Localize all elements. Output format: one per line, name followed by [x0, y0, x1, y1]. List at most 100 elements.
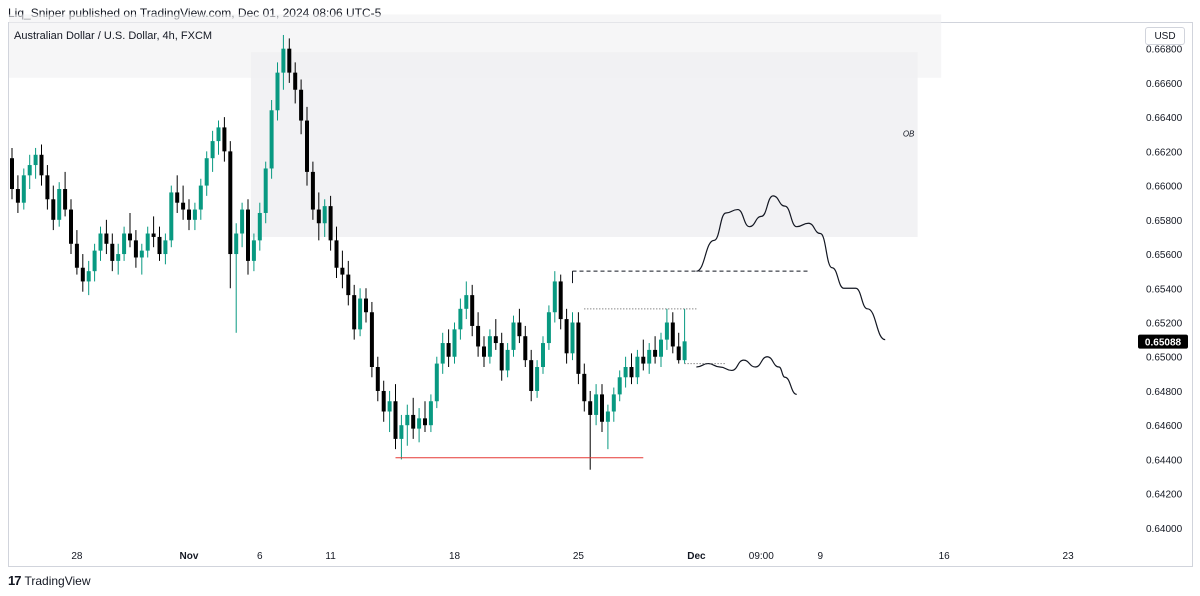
candle-body	[346, 274, 351, 296]
candle-body	[499, 343, 504, 371]
candle-body	[482, 346, 486, 357]
candle-body	[605, 411, 610, 422]
candle-body	[564, 319, 569, 354]
supply-zone	[9, 14, 942, 78]
candle-body	[600, 394, 604, 422]
candle-body	[470, 295, 475, 326]
candle-body	[464, 295, 469, 309]
candle-body	[228, 151, 233, 255]
candle-body	[529, 360, 534, 391]
tradingview-logo-icon: 17	[8, 573, 22, 588]
candle-body	[169, 192, 174, 241]
candle-body	[86, 271, 91, 282]
candle-body	[611, 394, 616, 412]
candle-body	[299, 89, 304, 121]
candle-body	[629, 367, 634, 378]
x-tick-label: 25	[573, 551, 585, 562]
candle-body	[234, 233, 239, 255]
candle-body	[51, 199, 56, 220]
candle-body	[116, 254, 121, 261]
order-block-zone	[250, 52, 918, 237]
currency-button[interactable]: USD	[1145, 27, 1185, 45]
candle-body	[334, 240, 339, 268]
candle-body	[322, 206, 327, 224]
candle-body	[281, 48, 286, 73]
candle-body	[446, 343, 451, 357]
candle-body	[39, 154, 44, 176]
candle-body	[546, 312, 551, 344]
candle-body	[641, 356, 646, 364]
candle-body	[558, 281, 563, 320]
candle-body	[570, 322, 575, 354]
candle-body	[204, 158, 209, 186]
candle-body	[192, 209, 197, 220]
candle-body	[423, 418, 427, 426]
candle-body	[163, 240, 168, 255]
candle-body	[222, 127, 227, 152]
y-tick-label: 0.66400	[1146, 113, 1183, 124]
last-price-label: 0.65088	[1145, 338, 1182, 349]
candle-body	[576, 322, 581, 374]
candle-body	[240, 209, 245, 234]
candle-body	[263, 168, 268, 213]
candle-body	[670, 322, 675, 347]
y-tick-label: 0.65000	[1146, 353, 1183, 364]
y-tick-label: 0.66000	[1146, 182, 1183, 193]
x-tick-label: Nov	[180, 551, 199, 562]
candle-body	[305, 120, 309, 172]
x-tick-label: 18	[449, 551, 461, 562]
candle-body	[210, 141, 215, 159]
candle-body	[340, 267, 345, 275]
candle-body	[594, 394, 599, 415]
x-tick-label: 09:00	[749, 551, 774, 562]
candle-body	[369, 312, 374, 368]
y-tick-label: 0.65800	[1146, 216, 1183, 227]
candle-body	[452, 329, 457, 357]
candle-body	[33, 154, 38, 166]
candle-body	[257, 212, 262, 241]
candle-body	[517, 322, 522, 337]
candle-body	[80, 267, 85, 282]
candle-body	[27, 165, 32, 176]
candle-body	[139, 250, 144, 258]
x-tick-label: 9	[818, 551, 824, 562]
candle-body	[122, 233, 127, 255]
candle-body	[647, 349, 652, 364]
candle-body	[157, 236, 162, 255]
candle-body	[216, 127, 221, 142]
candle-body	[617, 377, 622, 395]
tradingview-footer[interactable]: 17 TradingView	[8, 573, 91, 588]
candle-body	[352, 295, 357, 330]
y-tick-label: 0.65200	[1146, 319, 1183, 330]
y-tick-label: 0.64200	[1146, 490, 1183, 501]
candle-body	[98, 233, 103, 251]
y-tick-label: 0.65400	[1146, 284, 1183, 295]
candle-body	[682, 341, 687, 361]
candle-body	[623, 367, 628, 378]
candle-body	[251, 240, 256, 261]
candle-body	[74, 243, 79, 268]
candle-body	[358, 298, 363, 330]
x-tick-label: 6	[257, 551, 263, 562]
candle-body	[269, 110, 274, 169]
candle-body	[133, 240, 138, 258]
y-tick-label: 0.64000	[1146, 524, 1183, 535]
candle-body	[69, 209, 73, 244]
candle-body	[458, 308, 463, 330]
candle-body	[57, 189, 62, 220]
candle-body	[487, 336, 492, 357]
candle-body	[110, 243, 115, 261]
candle-body	[181, 202, 186, 210]
x-tick-label: 23	[1063, 551, 1075, 562]
candle-body	[45, 175, 50, 200]
candle-body	[582, 373, 587, 402]
candle-body	[440, 343, 445, 364]
candle-body	[588, 401, 593, 415]
candle-body	[387, 401, 392, 412]
y-tick-label: 0.64400	[1146, 455, 1183, 466]
bullish-scenario-path	[696, 195, 886, 341]
candle-body	[310, 171, 315, 210]
candle-body	[635, 356, 640, 378]
candle-body	[428, 401, 433, 426]
